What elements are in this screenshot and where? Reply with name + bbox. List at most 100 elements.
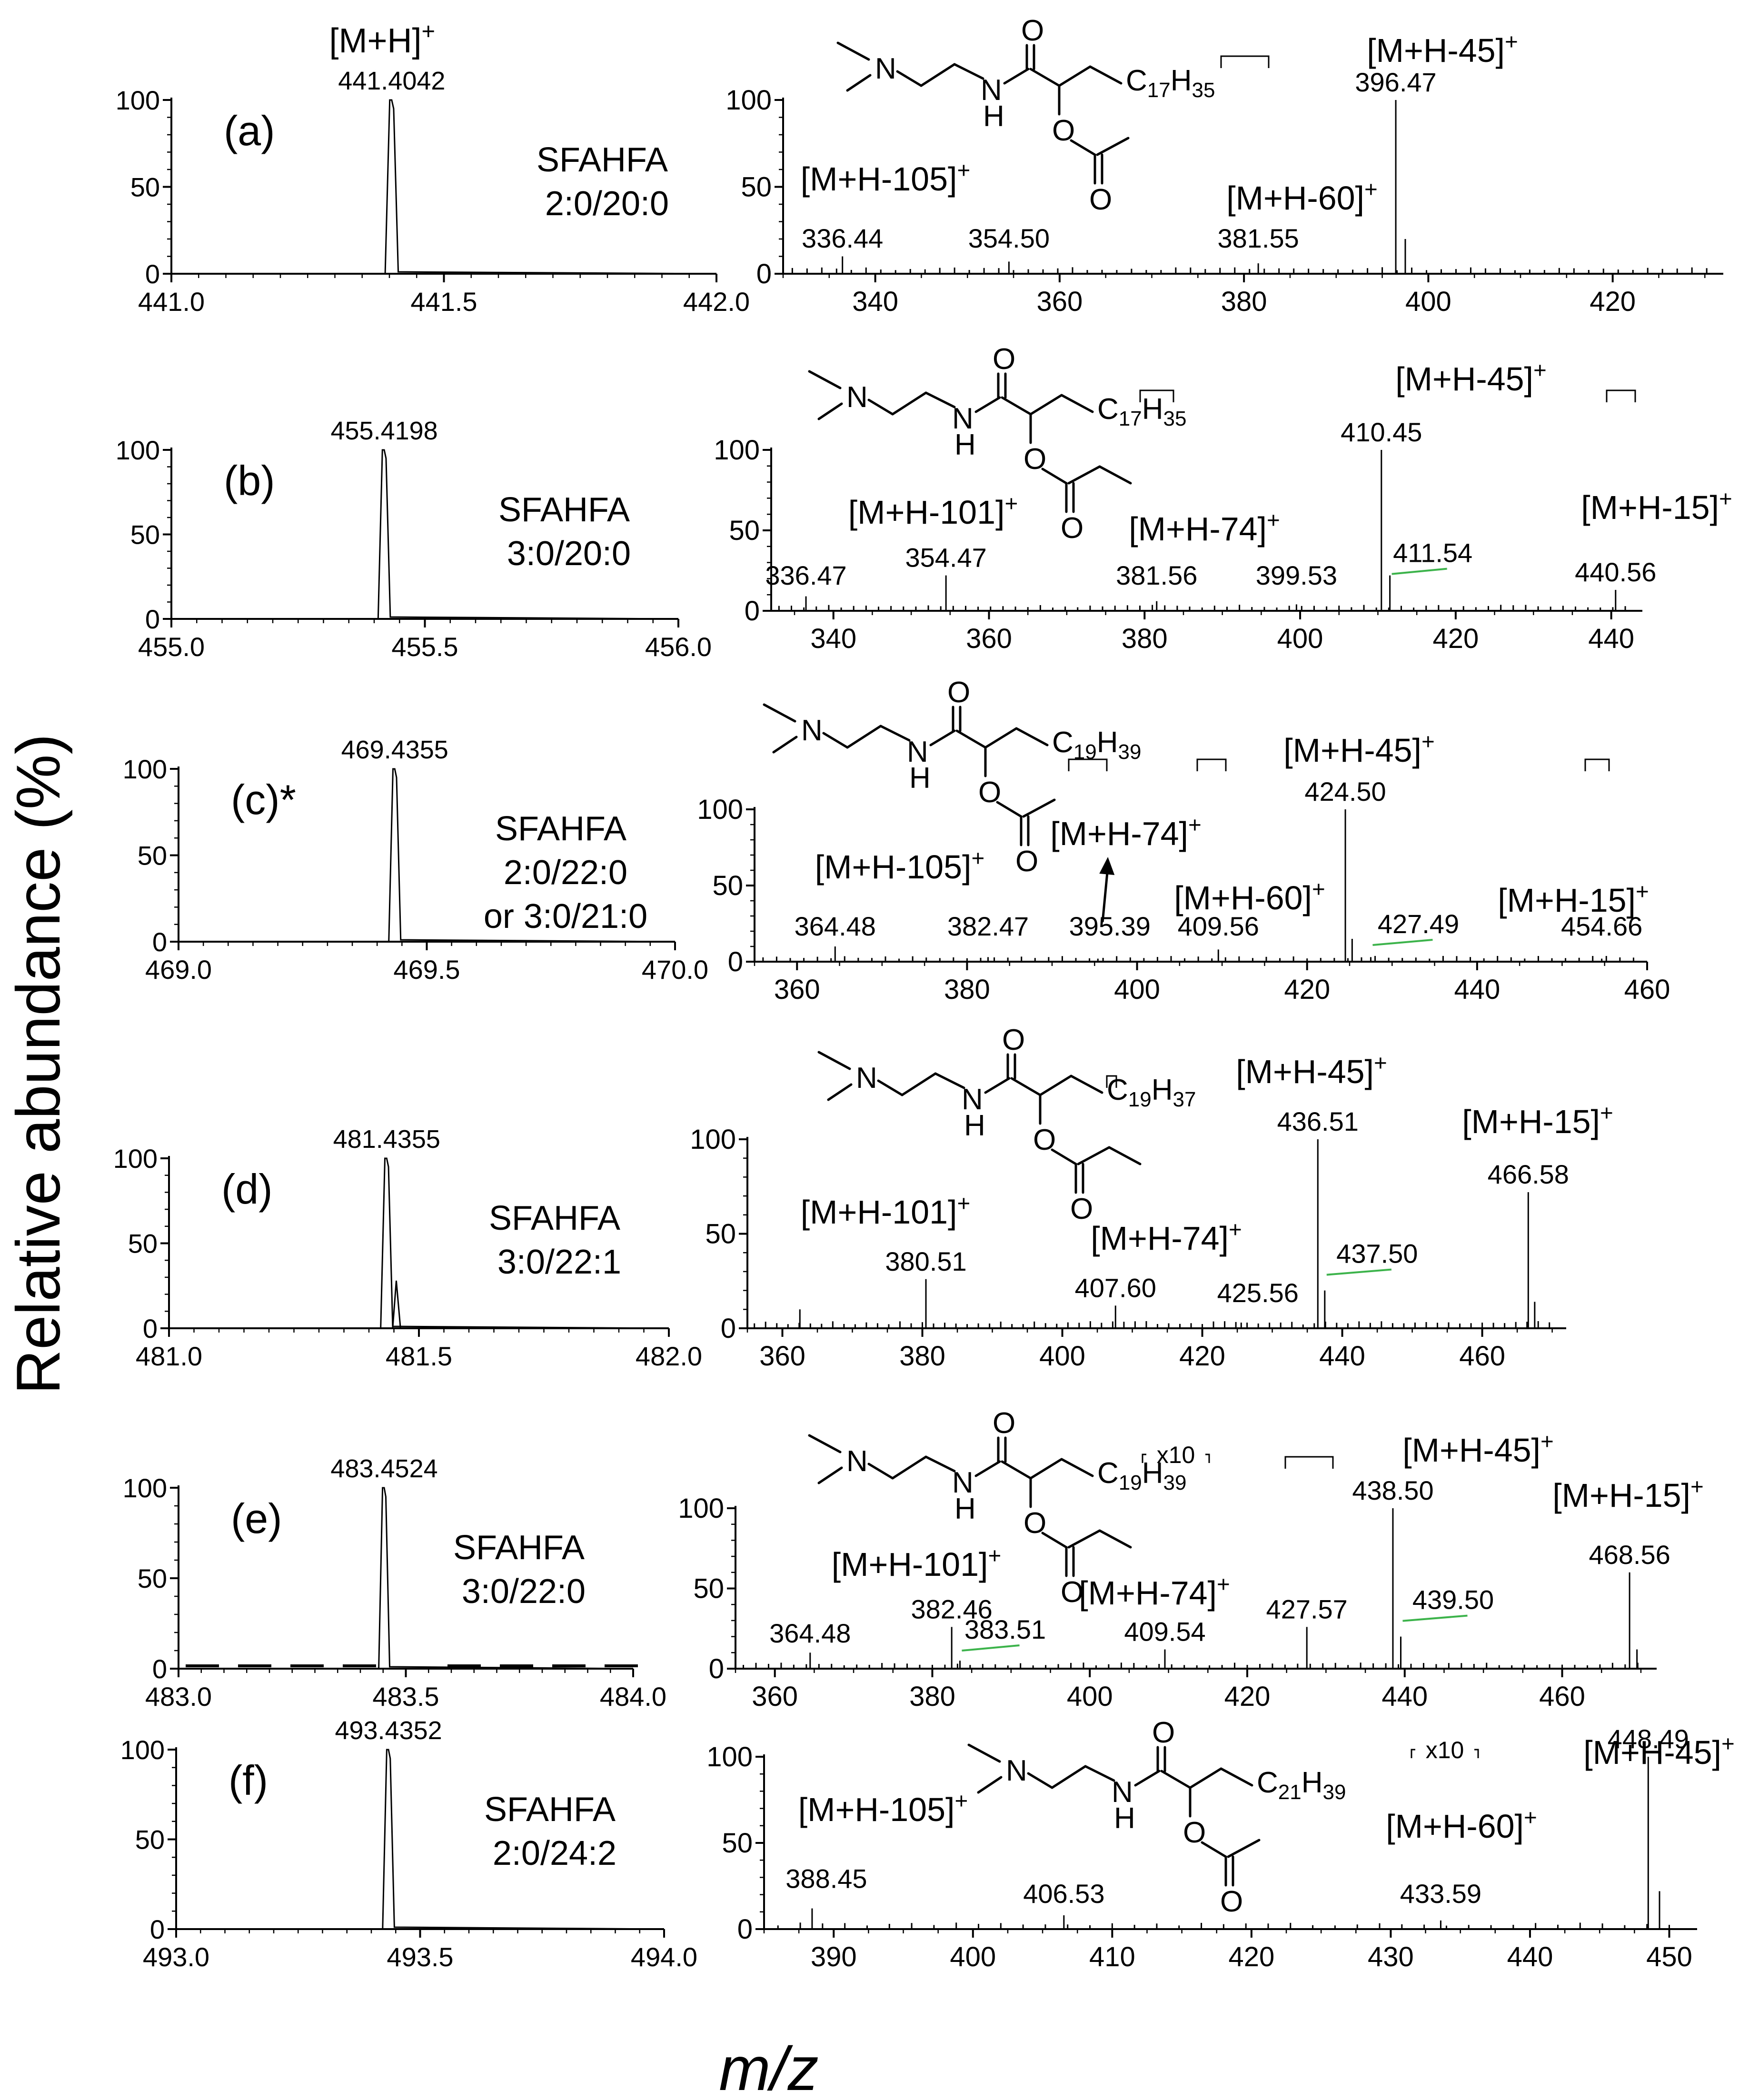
atom-label: N [846, 1445, 868, 1478]
fragment-mz-label: 466.58 [1488, 1159, 1569, 1189]
bond [1010, 1077, 1042, 1096]
x-tick-label: 380 [1122, 623, 1168, 654]
fragment-ion-label: [M+H-15]+ [1462, 1100, 1613, 1140]
fragment-mz-label: 388.45 [785, 1864, 867, 1894]
region-bracket [1584, 758, 1610, 771]
fragment-panel-a: 0 50 100 340 360 380 400 420 336.44 354.50 381.55 3… [725, 14, 1723, 317]
y-tick-label: 100 [697, 794, 743, 825]
x-tick-label: 481.0 [136, 1341, 202, 1371]
atom-label: O [1024, 443, 1046, 476]
y-axis-title: Relative abundance (%) [3, 734, 73, 1394]
fragment-ion-label: [M+H-45]+ [1402, 1429, 1554, 1469]
region-bracket [1284, 1456, 1334, 1469]
fragment-ion-label: [M+H-45]+ [1583, 1731, 1735, 1771]
x-tick-label: 420 [1224, 1681, 1271, 1712]
x-tick-label: 410 [1089, 1941, 1135, 1972]
atom-label: O [1024, 1507, 1046, 1540]
fragment-mz-label: 396.47 [1355, 67, 1436, 97]
fragment-mz-label: 409.56 [1178, 911, 1259, 941]
x-tick-label: 400 [1067, 1681, 1113, 1712]
compound-name-line: SFAHFA [495, 810, 626, 848]
label-leader-line [962, 1644, 1020, 1652]
x-tick-label: 400 [1277, 623, 1323, 654]
compound-name-line: 2:0/22:0 [504, 854, 627, 892]
chain-label: C19H37 [1107, 1074, 1196, 1111]
atom-label: O [947, 676, 970, 709]
zoom-label: x10 [1426, 1737, 1464, 1763]
fragment-mz-label: 354.50 [968, 223, 1050, 253]
y-tick-label: 100 [120, 1735, 165, 1765]
fragment-mz-label: 381.55 [1218, 223, 1299, 253]
y-tick-label: 50 [135, 1825, 165, 1855]
atom-label: N [856, 1062, 877, 1095]
precursor-peak-trace [179, 1487, 634, 1670]
fragment-mz-label: 336.47 [765, 560, 846, 590]
fragment-mz-label: 424.50 [1304, 776, 1386, 806]
fragment-mz-label: 382.46 [911, 1594, 993, 1624]
fragment-ion-label: [M+H-74]+ [1091, 1217, 1242, 1257]
bond [1029, 68, 1061, 87]
fragment-ion-label: [M+H-101]+ [832, 1543, 1002, 1583]
fragment-ion-label: [M+H-45]+ [1236, 1050, 1387, 1090]
fragment-mz-label: 411.54 [1393, 538, 1472, 568]
bond [974, 396, 1001, 413]
bond [967, 1743, 1001, 1763]
x-tick-label: 400 [1114, 974, 1160, 1005]
y-tick-label: 100 [123, 1473, 167, 1503]
atom-label: H [909, 762, 931, 795]
x-tick-label: 494.0 [631, 1942, 697, 1972]
fragment-mz-label: 364.48 [795, 911, 876, 941]
x-axis-title: m/z [719, 2034, 818, 2100]
bond [846, 725, 882, 749]
y-tick-label: 100 [123, 754, 167, 784]
bond [984, 727, 1018, 749]
fragment-ion-label: [M+H-45]+ [1395, 358, 1547, 398]
x-tick-label: 360 [966, 623, 1012, 654]
x-tick-label: 482.0 [636, 1341, 702, 1371]
fragment-mz-label: 399.53 [1256, 560, 1337, 590]
x-tick-label: 456.0 [645, 632, 712, 662]
bond [877, 1079, 904, 1096]
precursor-peak-trace [179, 768, 676, 943]
fragment-ion-label: [M+H-45]+ [1367, 29, 1518, 69]
x-tick-label: 469.5 [393, 955, 460, 985]
fragment-mz-label: 440.56 [1575, 557, 1656, 587]
fragment-ion-label: [M+H-60]+ [1386, 1805, 1537, 1845]
bond [1058, 65, 1092, 87]
fragment-mz-label: 381.56 [1116, 560, 1197, 590]
bond [924, 1455, 956, 1473]
atom-label: N [846, 381, 868, 414]
compound-name-line: 3:0/22:1 [497, 1243, 621, 1281]
compound-name-line: 3:0/20:0 [507, 535, 631, 573]
x-tick-label: 460 [1624, 974, 1670, 1005]
atom-label: O [1183, 1816, 1206, 1849]
fragment-mz-label: 336.44 [802, 223, 883, 253]
fragment-mz-label: 437.50 [1336, 1239, 1418, 1269]
fragment-ion-label: [M+H-105]+ [815, 846, 985, 886]
atom-label: O [993, 1407, 1015, 1440]
x-tick-label: 483.5 [372, 1682, 439, 1712]
bond [1051, 1765, 1087, 1789]
bond [1220, 1767, 1253, 1787]
bond [929, 729, 956, 746]
bond [901, 1072, 937, 1096]
region-bracket [1606, 389, 1636, 402]
annotation-arrow [1101, 870, 1109, 923]
bond [1070, 139, 1096, 156]
y-tick-label: 50 [130, 520, 160, 550]
bond [1051, 1148, 1077, 1165]
atom-label: N [952, 1466, 974, 1499]
y-tick-label: 0 [745, 596, 760, 627]
fragment-panel-c: 0 50 100 360 380 400 420 440 460 364.48 382.47 395.… [697, 676, 1670, 1005]
bond [763, 703, 796, 723]
fragment-ion-label: [M+H-15]+ [1581, 486, 1732, 526]
bond [1070, 1075, 1103, 1094]
precursor-panel-c: 0 50 100 469.0 469.5 470.0 469.4355 (c)* SFAHFA 2… [123, 736, 709, 985]
panel-letter: (a) [224, 107, 275, 154]
zoom-bracket [1411, 1749, 1415, 1758]
y-tick-label: 50 [138, 841, 167, 871]
bond [896, 70, 923, 87]
fragment-panel-f: 0 50 100 390 400 410 420 430 440 450 388.45 406.53 4… [706, 1716, 1735, 1972]
